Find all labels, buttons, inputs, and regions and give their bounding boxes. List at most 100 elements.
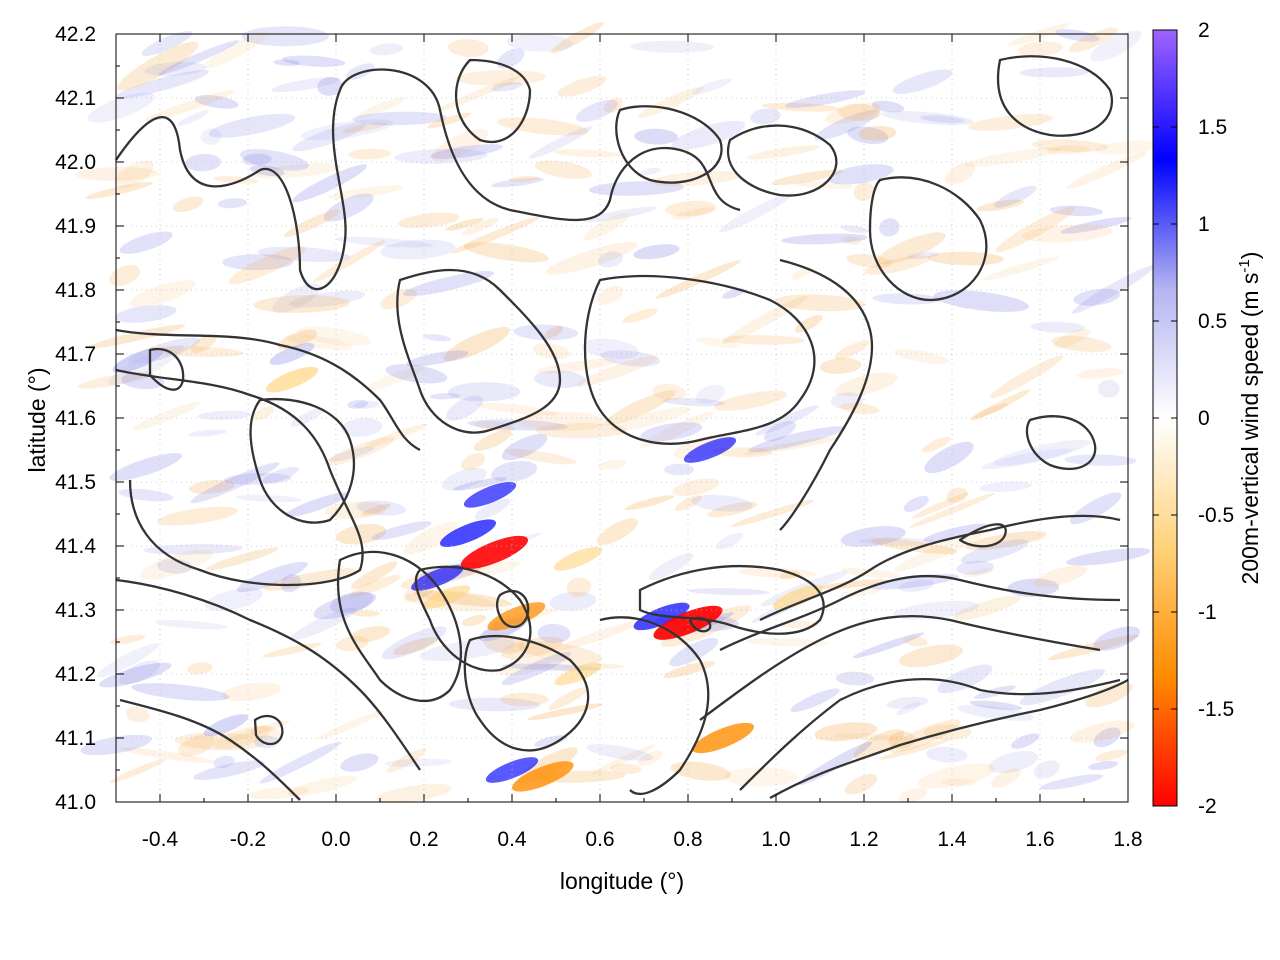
texture-streak xyxy=(208,113,295,138)
texture-streak xyxy=(1047,634,1140,661)
contour-line xyxy=(463,634,590,752)
x-tick-label: 1.6 xyxy=(1025,828,1054,851)
texture-streak xyxy=(981,448,1073,470)
texture-streak xyxy=(534,160,593,180)
y-tick-label: 41.0 xyxy=(55,791,96,814)
texture-streak xyxy=(506,34,573,52)
texture-streak xyxy=(842,236,863,245)
texture-streak xyxy=(600,350,661,367)
texture-streak xyxy=(125,706,150,723)
texture-streak xyxy=(356,500,407,516)
contour-line xyxy=(249,397,356,524)
texture-streak xyxy=(833,733,909,741)
texture-streak xyxy=(664,463,695,476)
texture-streak xyxy=(172,196,204,213)
texture-streak xyxy=(557,75,607,97)
contour-line xyxy=(148,347,185,391)
texture-streak xyxy=(979,481,1032,492)
contour-line xyxy=(958,523,1007,548)
texture-streak xyxy=(222,254,294,271)
texture-streak xyxy=(491,82,523,92)
texture-streak xyxy=(430,393,461,400)
texture-streak xyxy=(871,538,958,555)
downdraft-feature xyxy=(772,584,824,610)
texture-streak xyxy=(491,460,538,482)
texture-streak xyxy=(858,125,897,141)
texture-streak xyxy=(1095,749,1128,762)
texture-streak xyxy=(1021,224,1113,243)
texture-streak xyxy=(819,357,862,375)
texture-streak xyxy=(779,570,801,580)
texture-streak xyxy=(575,99,618,122)
texture-streak xyxy=(365,423,428,448)
x-tick-label: 0.2 xyxy=(409,828,438,851)
colorbar: 2 1.5 1 0.5 0 -0.5 -1 -1.5 -2 200m-vertical wind… xyxy=(1152,19,1263,818)
texture-streak xyxy=(1033,565,1088,588)
texture-streak xyxy=(513,324,579,341)
texture-streak xyxy=(317,77,343,96)
texture-streak xyxy=(688,588,770,596)
texture-streak xyxy=(692,78,732,95)
texture-streak xyxy=(496,117,589,136)
texture-streak xyxy=(925,746,968,763)
texture-streak xyxy=(225,720,290,743)
field-texture xyxy=(75,22,1160,804)
texture-streak xyxy=(795,314,823,333)
contour-line xyxy=(688,616,712,633)
x-axis: -0.4 -0.2 0.0 0.2 0.4 0.6 0.8 1.0 1.2 1.4 1.6 1.8 xyxy=(115,34,1143,851)
texture-streak xyxy=(253,295,350,313)
texture-streak xyxy=(730,500,814,527)
texture-streak xyxy=(923,523,987,542)
texture-streak xyxy=(292,164,367,203)
texture-streak xyxy=(462,217,499,236)
texture-streak xyxy=(131,683,230,701)
texture-streak xyxy=(1031,139,1108,153)
texture-streak xyxy=(535,359,618,374)
texture-streak xyxy=(115,69,209,99)
texture-streak xyxy=(994,185,1037,208)
texture-streak xyxy=(550,22,604,54)
texture-streak xyxy=(670,761,731,781)
texture-streak xyxy=(1007,23,1070,47)
texture-streak xyxy=(285,334,353,351)
texture-streak xyxy=(285,492,349,517)
texture-streak xyxy=(584,206,657,223)
texture-streak xyxy=(467,419,568,431)
texture-streak xyxy=(924,441,974,474)
texture-streak xyxy=(213,725,272,750)
texture-streak xyxy=(118,747,216,764)
texture-streak xyxy=(745,638,828,647)
texture-streak xyxy=(1054,328,1091,349)
texture-streak xyxy=(455,70,546,86)
texture-streak xyxy=(771,169,843,186)
texture-streak xyxy=(877,232,946,265)
texture-streak xyxy=(598,251,623,268)
texture-streak xyxy=(719,192,793,233)
texture-streak xyxy=(722,288,746,299)
texture-streak xyxy=(714,390,787,411)
texture-streak xyxy=(723,767,798,787)
y-tick-label: 41.6 xyxy=(55,407,96,430)
colorbar-ticks: 2 1.5 1 0.5 0 -0.5 -1 -1.5 -2 xyxy=(1153,19,1234,818)
contour-line xyxy=(719,574,1121,652)
texture-streak xyxy=(239,149,309,171)
texture-streak xyxy=(846,253,893,269)
texture-streak xyxy=(825,102,881,124)
texture-streak xyxy=(907,252,939,259)
downdraft-feature xyxy=(265,366,319,393)
texture-streak xyxy=(888,719,961,753)
texture-streak xyxy=(591,744,656,775)
x-tick-label: 0.6 xyxy=(585,828,614,851)
texture-streak xyxy=(386,748,427,773)
texture-streak xyxy=(558,620,641,651)
texture-streak xyxy=(350,625,391,643)
texture-streak xyxy=(610,406,691,432)
texture-streak xyxy=(814,722,878,742)
texture-streak xyxy=(188,479,235,494)
texture-streak xyxy=(1093,727,1121,748)
texture-streak xyxy=(957,704,1034,721)
texture-streak xyxy=(640,412,714,448)
texture-streak xyxy=(853,729,905,759)
texture-streak xyxy=(252,406,275,421)
